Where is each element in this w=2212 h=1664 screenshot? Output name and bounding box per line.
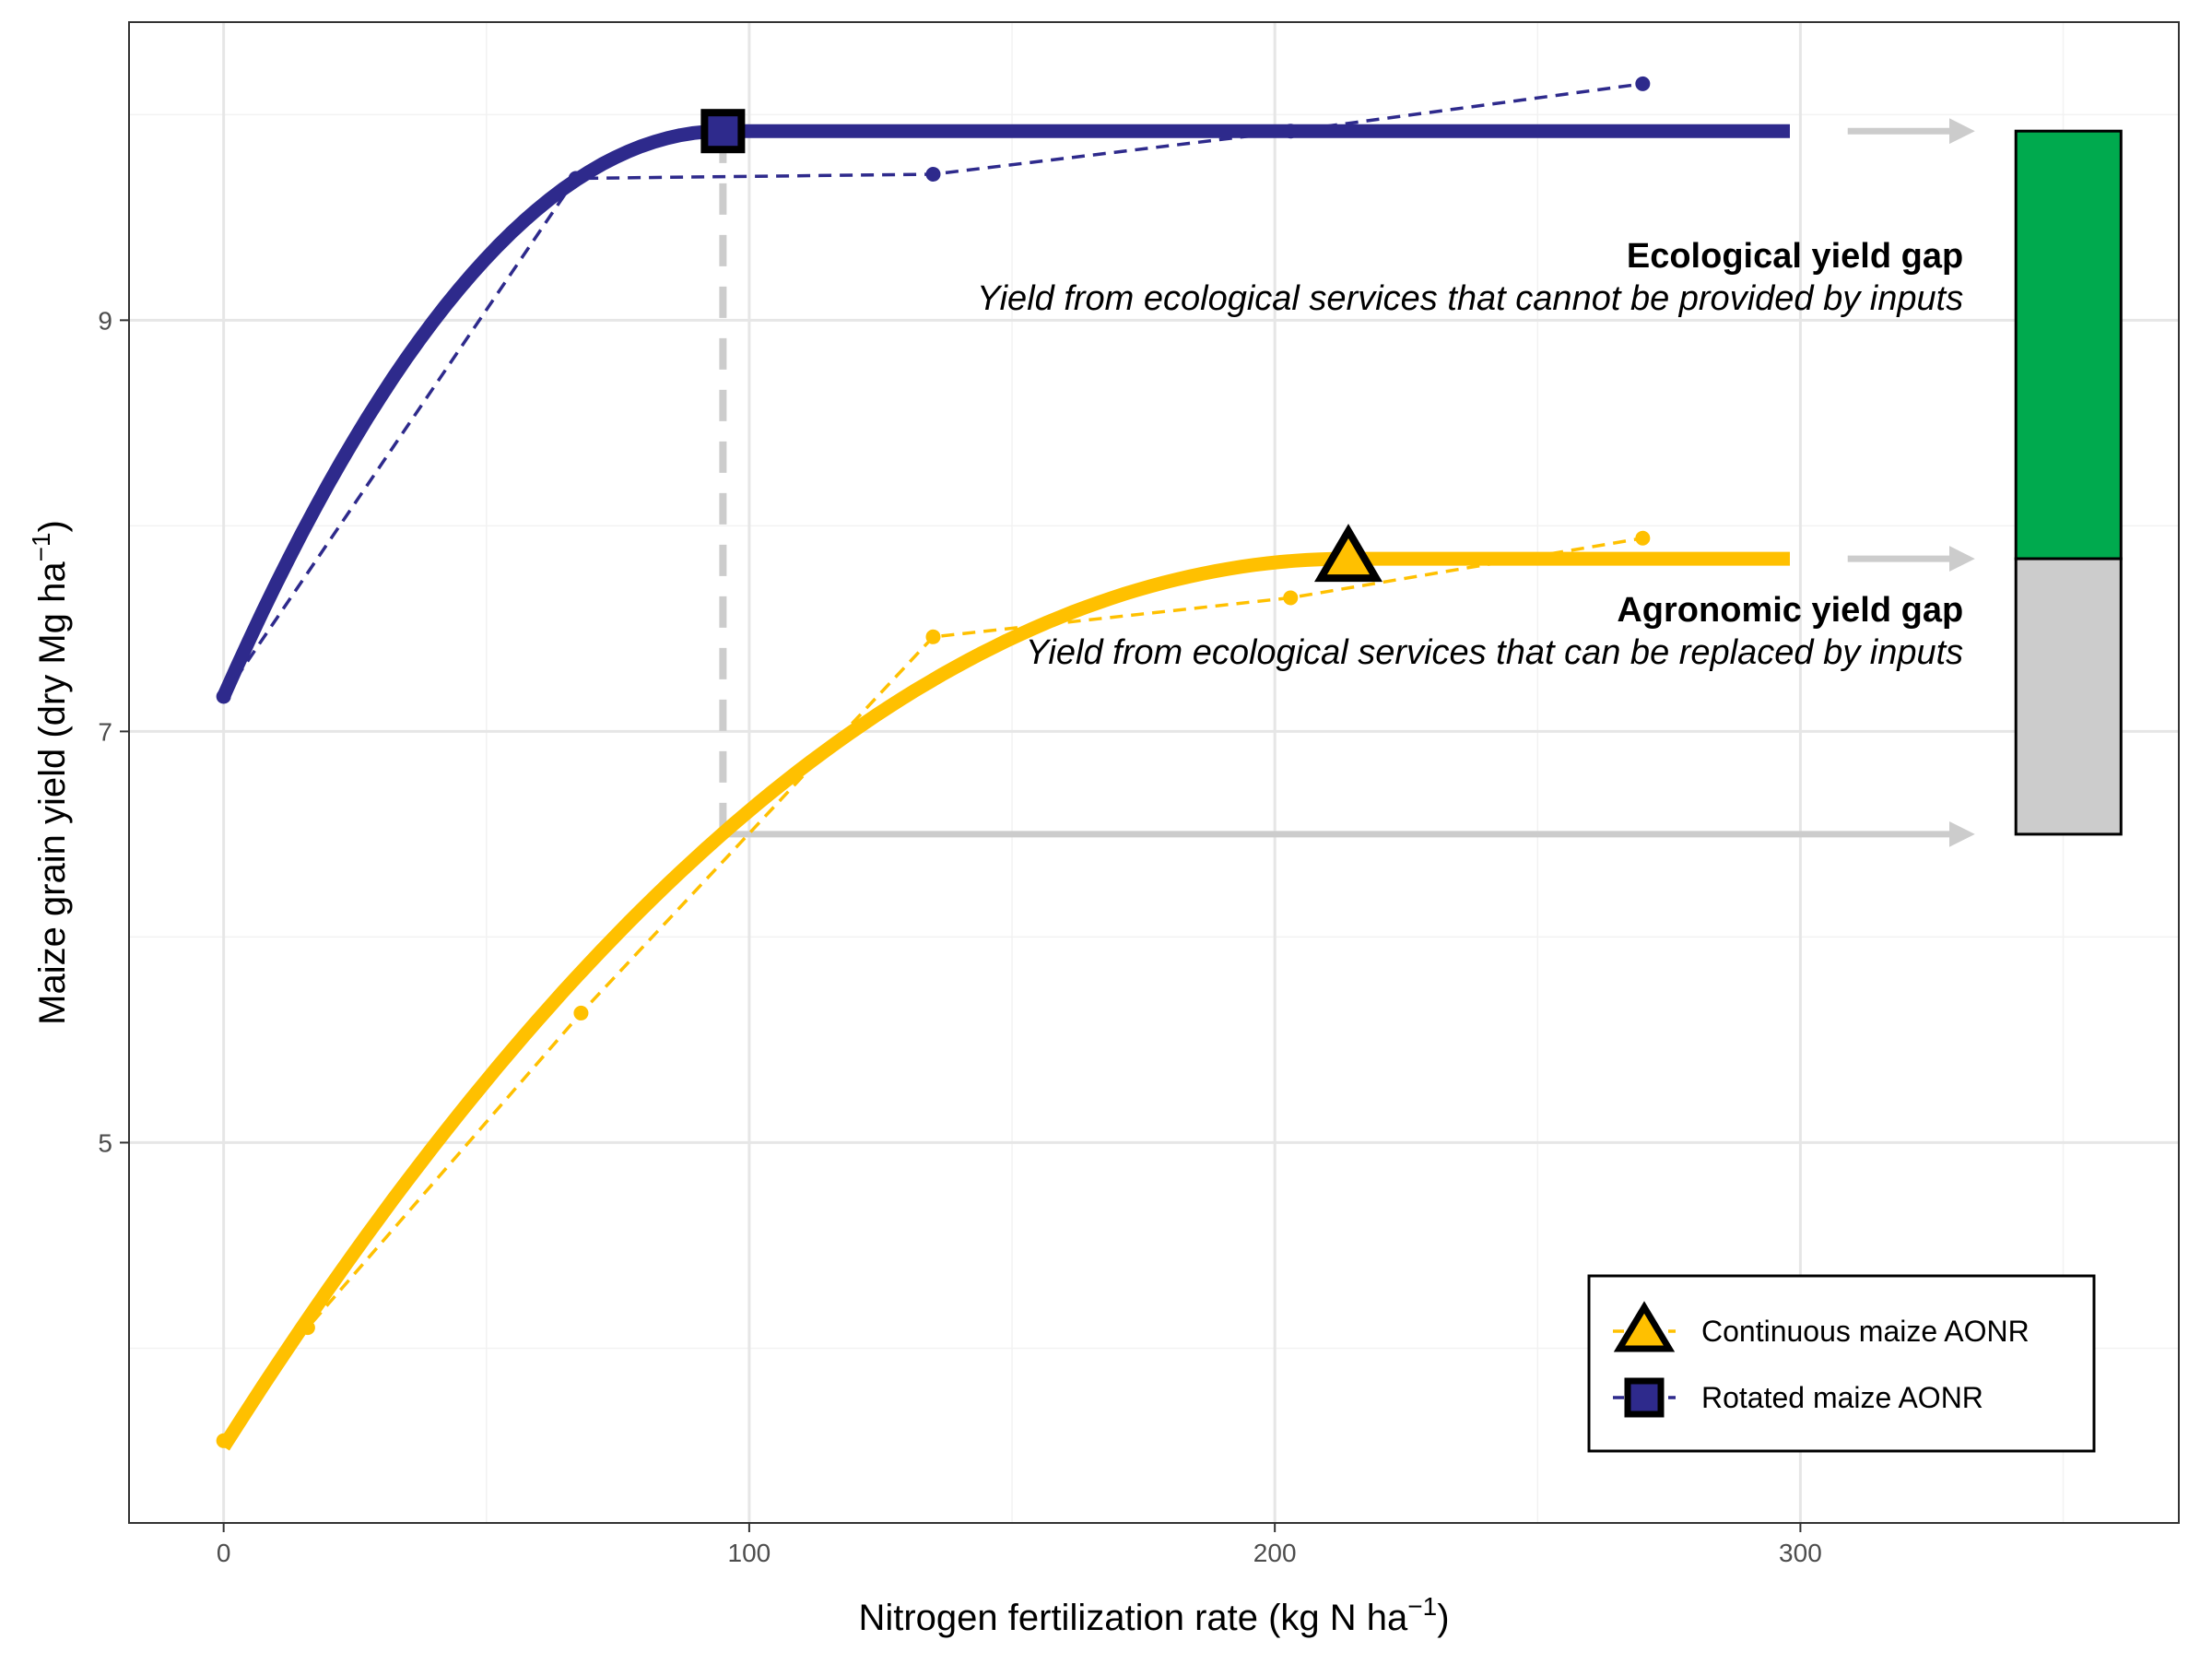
series bbox=[216, 76, 1790, 1451]
y-axis-title: Maize grain yield (dry Mg ha−1) bbox=[27, 520, 73, 1025]
observed-point bbox=[925, 629, 941, 644]
y-tick-label: 9 bbox=[98, 306, 112, 335]
gap-bar-segment bbox=[2014, 557, 2123, 836]
x-axis-title: Nitrogen fertilization rate (kg N ha−1) bbox=[858, 1592, 1449, 1638]
observed-point bbox=[925, 167, 941, 183]
observed-point bbox=[1283, 124, 1299, 139]
x-tick-label: 200 bbox=[1253, 1539, 1297, 1567]
observed-point bbox=[216, 689, 231, 704]
observed-point bbox=[1635, 76, 1651, 91]
aonr-marker-triangle bbox=[1314, 524, 1382, 583]
aonr-marker-square bbox=[700, 109, 746, 154]
observed-point bbox=[1635, 530, 1651, 546]
observed-point bbox=[1283, 590, 1299, 606]
fit-curve bbox=[218, 551, 1790, 1451]
series-continuous bbox=[216, 524, 1790, 1451]
y-tick-label: 7 bbox=[98, 717, 112, 746]
gap-bar-segment bbox=[2014, 129, 2123, 561]
annotation-title: Ecological yield gap bbox=[1627, 237, 1963, 276]
legend-item: Rotated maize AONR bbox=[1613, 1377, 1983, 1418]
annotation-text: Yield from ecological services that can … bbox=[1026, 633, 1963, 672]
observed-point bbox=[568, 171, 583, 186]
legend-label: Continuous maize AONR bbox=[1701, 1315, 2030, 1348]
legend-label: Rotated maize AONR bbox=[1701, 1381, 1983, 1414]
legend-box bbox=[1587, 1274, 2096, 1453]
axes: 0 100 200 300 5 7 9 Nitrogen fertilization rate… bbox=[27, 306, 1822, 1638]
legend-square-icon bbox=[1624, 1377, 1665, 1418]
x-tick-label: 0 bbox=[217, 1539, 231, 1567]
observed-point bbox=[300, 1320, 315, 1336]
x-tick-label: 300 bbox=[1779, 1539, 1822, 1567]
plot-frame bbox=[128, 21, 2180, 1524]
legend: Continuous maize AONR Rotated maize AONR bbox=[1587, 1274, 2096, 1453]
grid bbox=[129, 22, 2179, 1523]
fit-curve bbox=[217, 124, 1790, 700]
legend-triangle-icon bbox=[1613, 1301, 1676, 1352]
annotation-title: Agronomic yield gap bbox=[1617, 591, 1963, 630]
annotation-text: Yield from ecological services that cann… bbox=[977, 279, 1963, 318]
observed-point bbox=[573, 1005, 589, 1021]
legend-item: Continuous maize AONR bbox=[1613, 1301, 2030, 1352]
x-tick-label: 100 bbox=[728, 1539, 771, 1567]
series-rotated bbox=[216, 76, 1790, 704]
reference-elements bbox=[719, 118, 2123, 847]
y-tick-label: 5 bbox=[98, 1128, 112, 1157]
observed-line bbox=[222, 537, 1643, 1442]
observed-point bbox=[216, 1433, 231, 1448]
